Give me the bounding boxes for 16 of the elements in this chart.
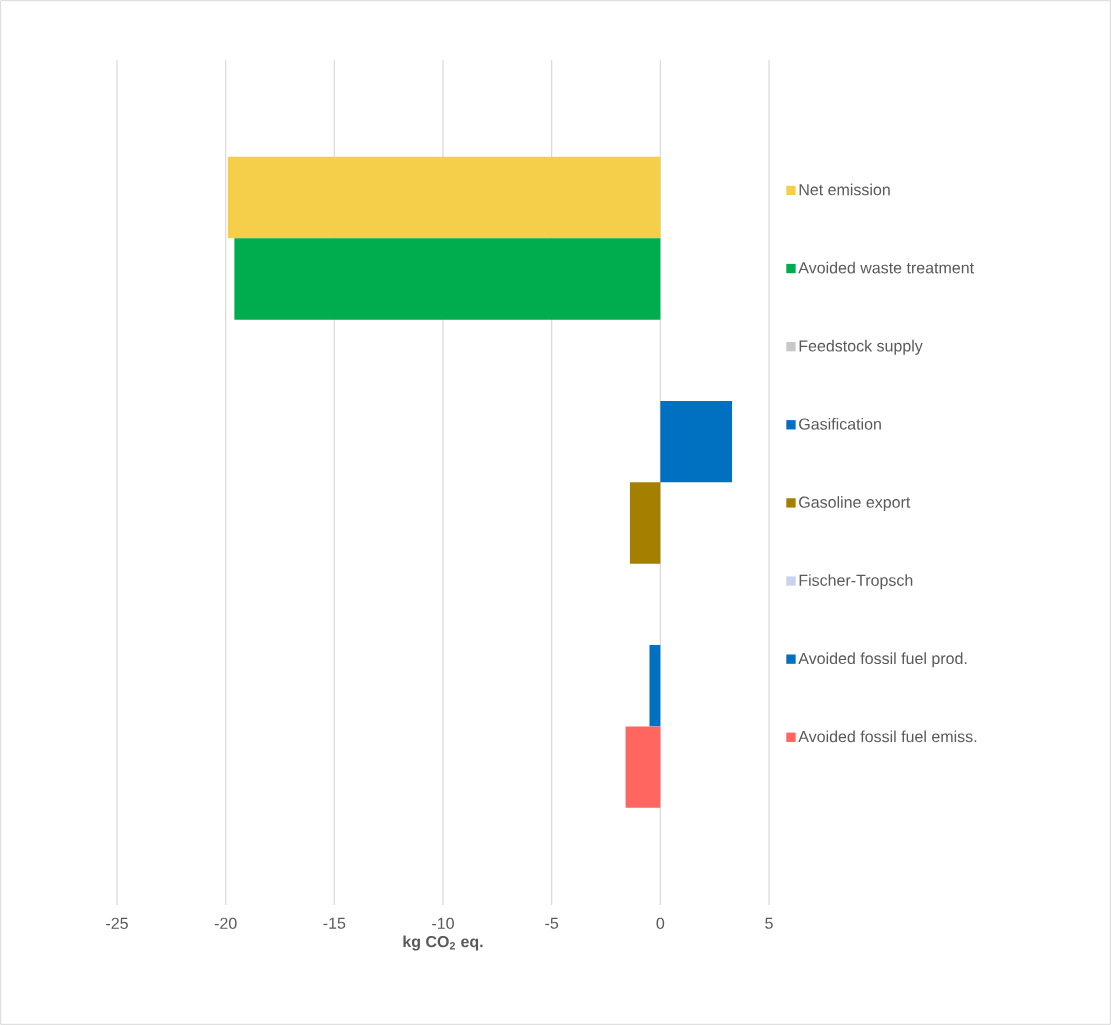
legend-label: Feedstock supply: [799, 339, 923, 355]
x-tick-label: -25: [106, 917, 128, 930]
x-tick-label: -15: [323, 917, 346, 929]
x-tick-label: 5: [765, 917, 773, 929]
legend-label: Fischer-Tropsch: [799, 574, 913, 590]
legend-label: Avoided fossil fuel prod.: [798, 652, 967, 668]
legend-label: Avoided fossil fuel emiss.: [798, 730, 977, 743]
legend-label: Net emission: [799, 183, 890, 196]
x-tick-label: -20: [214, 917, 237, 930]
x-axis-title: kg CO$_{2}$ eq.: [403, 935, 483, 951]
x-tick-label: 0: [656, 917, 665, 930]
x-tick-label: -10: [432, 917, 454, 930]
x-tick-label: -5: [545, 917, 559, 929]
legend-label: Gasification: [799, 417, 881, 430]
legend-label: Gasoline export: [799, 496, 911, 512]
legend-label: Avoided waste treatment: [798, 261, 974, 274]
